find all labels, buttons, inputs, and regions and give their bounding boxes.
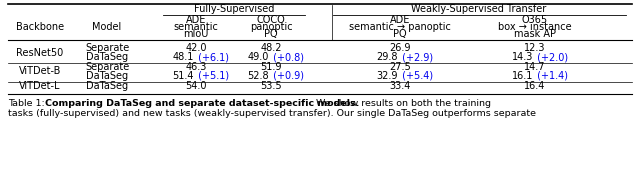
Text: Separate: Separate bbox=[85, 43, 129, 53]
Text: Fully-Supervised: Fully-Supervised bbox=[194, 4, 274, 14]
Text: mask AP: mask AP bbox=[514, 29, 556, 39]
Text: 12.3: 12.3 bbox=[524, 43, 546, 53]
Text: Comparing DaTaSeg and separate dataset-specific models.: Comparing DaTaSeg and separate dataset-s… bbox=[45, 99, 360, 108]
Text: 48.1: 48.1 bbox=[173, 52, 194, 62]
Text: Weakly-Supervised Transfer: Weakly-Supervised Transfer bbox=[412, 4, 547, 14]
Text: 54.0: 54.0 bbox=[185, 81, 207, 91]
Text: 16.1: 16.1 bbox=[511, 71, 533, 81]
Text: 51.4: 51.4 bbox=[173, 71, 194, 81]
Text: 52.8: 52.8 bbox=[248, 71, 269, 81]
Text: COCO: COCO bbox=[257, 15, 285, 25]
Text: semantic: semantic bbox=[173, 22, 218, 32]
Text: ViTDet-L: ViTDet-L bbox=[19, 81, 61, 91]
Text: 14.3: 14.3 bbox=[511, 52, 533, 62]
Text: tasks (fully-supervised) and new tasks (weakly-supervised transfer). Our single : tasks (fully-supervised) and new tasks (… bbox=[8, 109, 536, 118]
Text: DaTaSeg: DaTaSeg bbox=[86, 81, 128, 91]
Text: (+2.0): (+2.0) bbox=[534, 52, 568, 62]
Text: (+0.8): (+0.8) bbox=[270, 52, 304, 62]
Text: DaTaSeg: DaTaSeg bbox=[86, 52, 128, 62]
Text: (+5.4): (+5.4) bbox=[399, 71, 433, 81]
Text: ADE: ADE bbox=[390, 15, 410, 25]
Text: PQ: PQ bbox=[393, 29, 407, 39]
Text: semantic → panoptic: semantic → panoptic bbox=[349, 22, 451, 32]
Text: (+1.4): (+1.4) bbox=[534, 71, 568, 81]
Text: ViTDet-B: ViTDet-B bbox=[19, 67, 61, 77]
Text: O365: O365 bbox=[522, 15, 548, 25]
Text: 51.9: 51.9 bbox=[260, 62, 282, 72]
Text: 46.3: 46.3 bbox=[186, 62, 207, 72]
Text: box → instance: box → instance bbox=[498, 22, 572, 32]
Text: Model: Model bbox=[92, 22, 122, 32]
Text: panoptic: panoptic bbox=[250, 22, 292, 32]
Text: Table 1:: Table 1: bbox=[8, 99, 48, 108]
Text: ADE: ADE bbox=[186, 15, 206, 25]
Text: 42.0: 42.0 bbox=[185, 43, 207, 53]
Text: PQ: PQ bbox=[264, 29, 278, 39]
Text: 29.8: 29.8 bbox=[376, 52, 398, 62]
Text: 32.9: 32.9 bbox=[376, 71, 398, 81]
Text: We show results on both the training: We show results on both the training bbox=[310, 99, 491, 108]
Text: 27.5: 27.5 bbox=[389, 62, 411, 72]
Text: Backbone: Backbone bbox=[16, 22, 64, 32]
Text: 16.4: 16.4 bbox=[524, 81, 546, 91]
Text: (+2.9): (+2.9) bbox=[399, 52, 433, 62]
Text: (+0.9): (+0.9) bbox=[270, 71, 304, 81]
Text: 48.2: 48.2 bbox=[260, 43, 282, 53]
Text: 14.7: 14.7 bbox=[524, 62, 546, 72]
Text: mIoU: mIoU bbox=[183, 29, 209, 39]
Text: ResNet50: ResNet50 bbox=[17, 48, 63, 58]
Text: Separate: Separate bbox=[85, 62, 129, 72]
Text: 26.9: 26.9 bbox=[389, 43, 411, 53]
Text: 33.4: 33.4 bbox=[389, 81, 411, 91]
Text: (+6.1): (+6.1) bbox=[195, 52, 229, 62]
Text: (+5.1): (+5.1) bbox=[195, 71, 229, 81]
Text: DaTaSeg: DaTaSeg bbox=[86, 71, 128, 81]
Text: 53.5: 53.5 bbox=[260, 81, 282, 91]
Text: 49.0: 49.0 bbox=[248, 52, 269, 62]
